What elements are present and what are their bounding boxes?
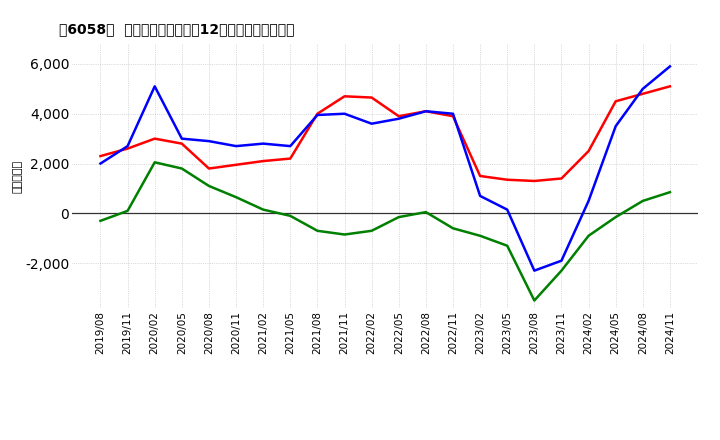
営業CF [421, 109, 430, 114]
フリーCF [341, 111, 349, 116]
フリーCF [530, 268, 539, 273]
投資CF [476, 233, 485, 238]
営業CF [178, 141, 186, 146]
投資CF [96, 218, 105, 224]
フリーCF [259, 141, 268, 146]
営業CF [395, 114, 403, 119]
投資CF [123, 208, 132, 213]
営業CF [584, 148, 593, 154]
営業CF [476, 173, 485, 179]
営業CF [259, 158, 268, 164]
フリーCF [367, 121, 376, 126]
フリーCF [286, 143, 294, 149]
投資CF [584, 233, 593, 238]
投資CF [178, 166, 186, 171]
フリーCF [421, 109, 430, 114]
投資CF [530, 298, 539, 303]
Line: 営業CF: 営業CF [101, 86, 670, 181]
投資CF [367, 228, 376, 234]
営業CF [611, 99, 620, 104]
フリーCF [204, 139, 213, 144]
Text: ［6058］  キャッシュフローの12か月移動合計の推移: ［6058］ キャッシュフローの12か月移動合計の推移 [60, 22, 295, 36]
営業CF [232, 162, 240, 168]
営業CF [367, 95, 376, 100]
投資CF [611, 214, 620, 220]
投資CF [313, 228, 322, 234]
フリーCF [395, 116, 403, 121]
投資CF [503, 243, 511, 248]
Y-axis label: （百万円）: （百万円） [12, 159, 22, 193]
営業CF [557, 176, 566, 181]
投資CF [286, 213, 294, 219]
営業CF [639, 91, 647, 96]
フリーCF [639, 86, 647, 92]
Line: 投資CF: 投資CF [101, 162, 670, 301]
投資CF [557, 268, 566, 273]
投資CF [232, 194, 240, 200]
投資CF [341, 232, 349, 237]
フリーCF [557, 258, 566, 263]
フリーCF [313, 112, 322, 117]
投資CF [150, 160, 159, 165]
フリーCF [123, 143, 132, 149]
フリーCF [150, 84, 159, 89]
フリーCF [449, 111, 457, 116]
投資CF [449, 226, 457, 231]
投資CF [421, 209, 430, 215]
フリーCF [611, 124, 620, 129]
営業CF [286, 156, 294, 161]
フリーCF [476, 193, 485, 198]
営業CF [503, 177, 511, 182]
営業CF [123, 146, 132, 151]
投資CF [665, 190, 674, 195]
営業CF [96, 154, 105, 159]
営業CF [341, 94, 349, 99]
営業CF [204, 166, 213, 171]
営業CF [150, 136, 159, 141]
フリーCF [503, 207, 511, 212]
Line: フリーCF: フリーCF [101, 66, 670, 271]
営業CF [313, 111, 322, 116]
営業CF [530, 178, 539, 183]
フリーCF [232, 143, 240, 149]
投資CF [259, 207, 268, 212]
投資CF [204, 183, 213, 189]
フリーCF [665, 64, 674, 69]
フリーCF [178, 136, 186, 141]
投資CF [639, 198, 647, 204]
営業CF [665, 84, 674, 89]
フリーCF [96, 161, 105, 166]
投資CF [395, 214, 403, 220]
フリーCF [584, 198, 593, 204]
営業CF [449, 114, 457, 119]
